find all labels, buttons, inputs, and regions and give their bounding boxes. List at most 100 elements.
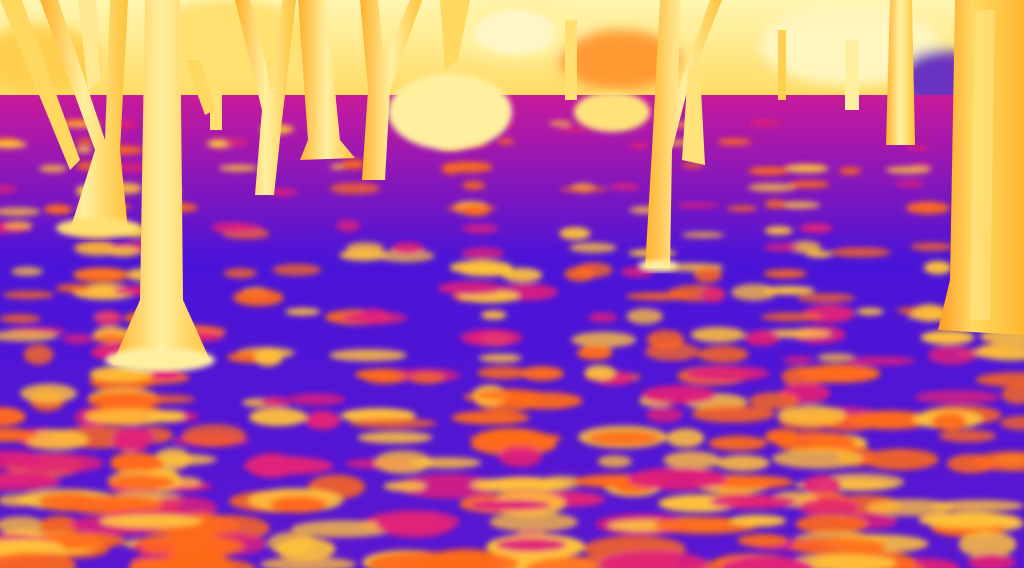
grass-patch — [764, 226, 793, 236]
grass-patch — [269, 496, 327, 513]
grass-patch — [25, 429, 89, 451]
grass-patch — [349, 418, 437, 429]
grass-patch — [975, 372, 1024, 388]
grass-patch — [763, 269, 808, 279]
grass-patch — [76, 138, 94, 145]
grass-patch — [560, 126, 588, 132]
grass-patch — [783, 164, 829, 173]
grass-patch — [73, 267, 130, 284]
grass-patch — [609, 183, 641, 190]
grass-patch — [721, 555, 814, 568]
grass-patch — [288, 393, 346, 406]
grass-patch — [39, 164, 67, 173]
grass-patch — [150, 557, 256, 568]
grass-patch — [478, 353, 522, 363]
grass-patch — [697, 346, 749, 363]
grass-patch — [920, 330, 975, 345]
grass-patch — [0, 516, 46, 534]
grass-patch — [110, 453, 164, 474]
grass-patch — [748, 166, 789, 175]
grass-patch — [383, 480, 427, 492]
grass-patch — [477, 366, 528, 380]
grass-patch — [681, 231, 725, 238]
grass-patch — [666, 428, 705, 448]
shrubs — [388, 10, 650, 150]
grass-patch — [232, 288, 284, 307]
grass-patch — [474, 388, 544, 402]
grass-patch — [105, 246, 140, 257]
grass-patch — [291, 520, 394, 538]
grass-patch — [377, 249, 435, 263]
grass-patch — [410, 457, 482, 469]
grass-patch — [958, 530, 1017, 558]
grass-patch — [1001, 384, 1024, 405]
grass-patch — [932, 412, 967, 431]
tree-center — [298, 0, 470, 180]
grass-patch — [357, 431, 433, 444]
grass-patch — [363, 371, 407, 385]
grass-patch — [910, 242, 954, 251]
grass-patch — [112, 427, 155, 448]
shrub — [574, 92, 650, 132]
tree-main-left — [105, 0, 215, 372]
grass-patch — [441, 162, 461, 175]
grass-patch — [912, 304, 947, 322]
grass-patch — [451, 410, 530, 425]
grass-patch — [686, 365, 770, 382]
grass-patch — [260, 396, 292, 408]
grass-patch — [93, 310, 123, 327]
grass-patch — [856, 307, 884, 316]
tree-center-left — [185, 0, 296, 195]
grass-patch — [737, 534, 789, 547]
tree-right-thin — [886, 0, 915, 145]
grass-patch — [675, 202, 721, 208]
grass-patch — [663, 451, 721, 470]
grass-patch — [329, 349, 407, 362]
grass-patch — [489, 512, 578, 532]
grass-patch — [817, 353, 856, 362]
grass-patch — [559, 186, 608, 192]
grass-patch — [272, 263, 322, 276]
grass-patch — [729, 514, 787, 527]
grass-patch — [764, 428, 800, 445]
grass-patch — [335, 219, 361, 232]
grass-patch — [181, 424, 246, 447]
grass-patch — [0, 494, 40, 507]
grass-patch — [946, 454, 997, 474]
grass-patch — [866, 499, 954, 516]
grass-patch — [460, 329, 523, 347]
grass-patch — [895, 180, 925, 187]
grass-patch — [799, 223, 833, 233]
tree-trunk — [778, 30, 786, 100]
grass-patch — [480, 310, 507, 320]
distant-trunks — [210, 20, 859, 130]
grass-patch — [727, 205, 758, 212]
grass-patch — [845, 356, 916, 366]
grass-patch — [717, 138, 751, 145]
grass-patch — [798, 497, 859, 518]
grass-patch — [788, 240, 822, 254]
grass-patch — [731, 283, 778, 301]
grass-patch — [764, 199, 786, 209]
grass-patch — [61, 333, 95, 344]
grass-patch — [691, 405, 775, 423]
grass-patch — [148, 410, 186, 423]
grass-patch — [885, 166, 931, 174]
grass-patch — [571, 331, 637, 348]
grass-patch — [44, 204, 73, 215]
grass-patch — [0, 140, 27, 149]
grass-patch — [107, 474, 176, 490]
grass-patch — [330, 182, 381, 195]
grass-patch — [0, 552, 77, 568]
grass-patch — [693, 267, 723, 283]
grass-patch — [645, 342, 700, 362]
grass-patch — [781, 366, 822, 388]
grass-patch — [342, 311, 408, 325]
grass-patch — [641, 385, 717, 405]
grass-patch — [55, 283, 90, 293]
grass-patch — [437, 281, 504, 295]
grass-patch — [446, 205, 497, 212]
grass-patch — [744, 330, 780, 346]
grass-patch — [576, 345, 613, 360]
